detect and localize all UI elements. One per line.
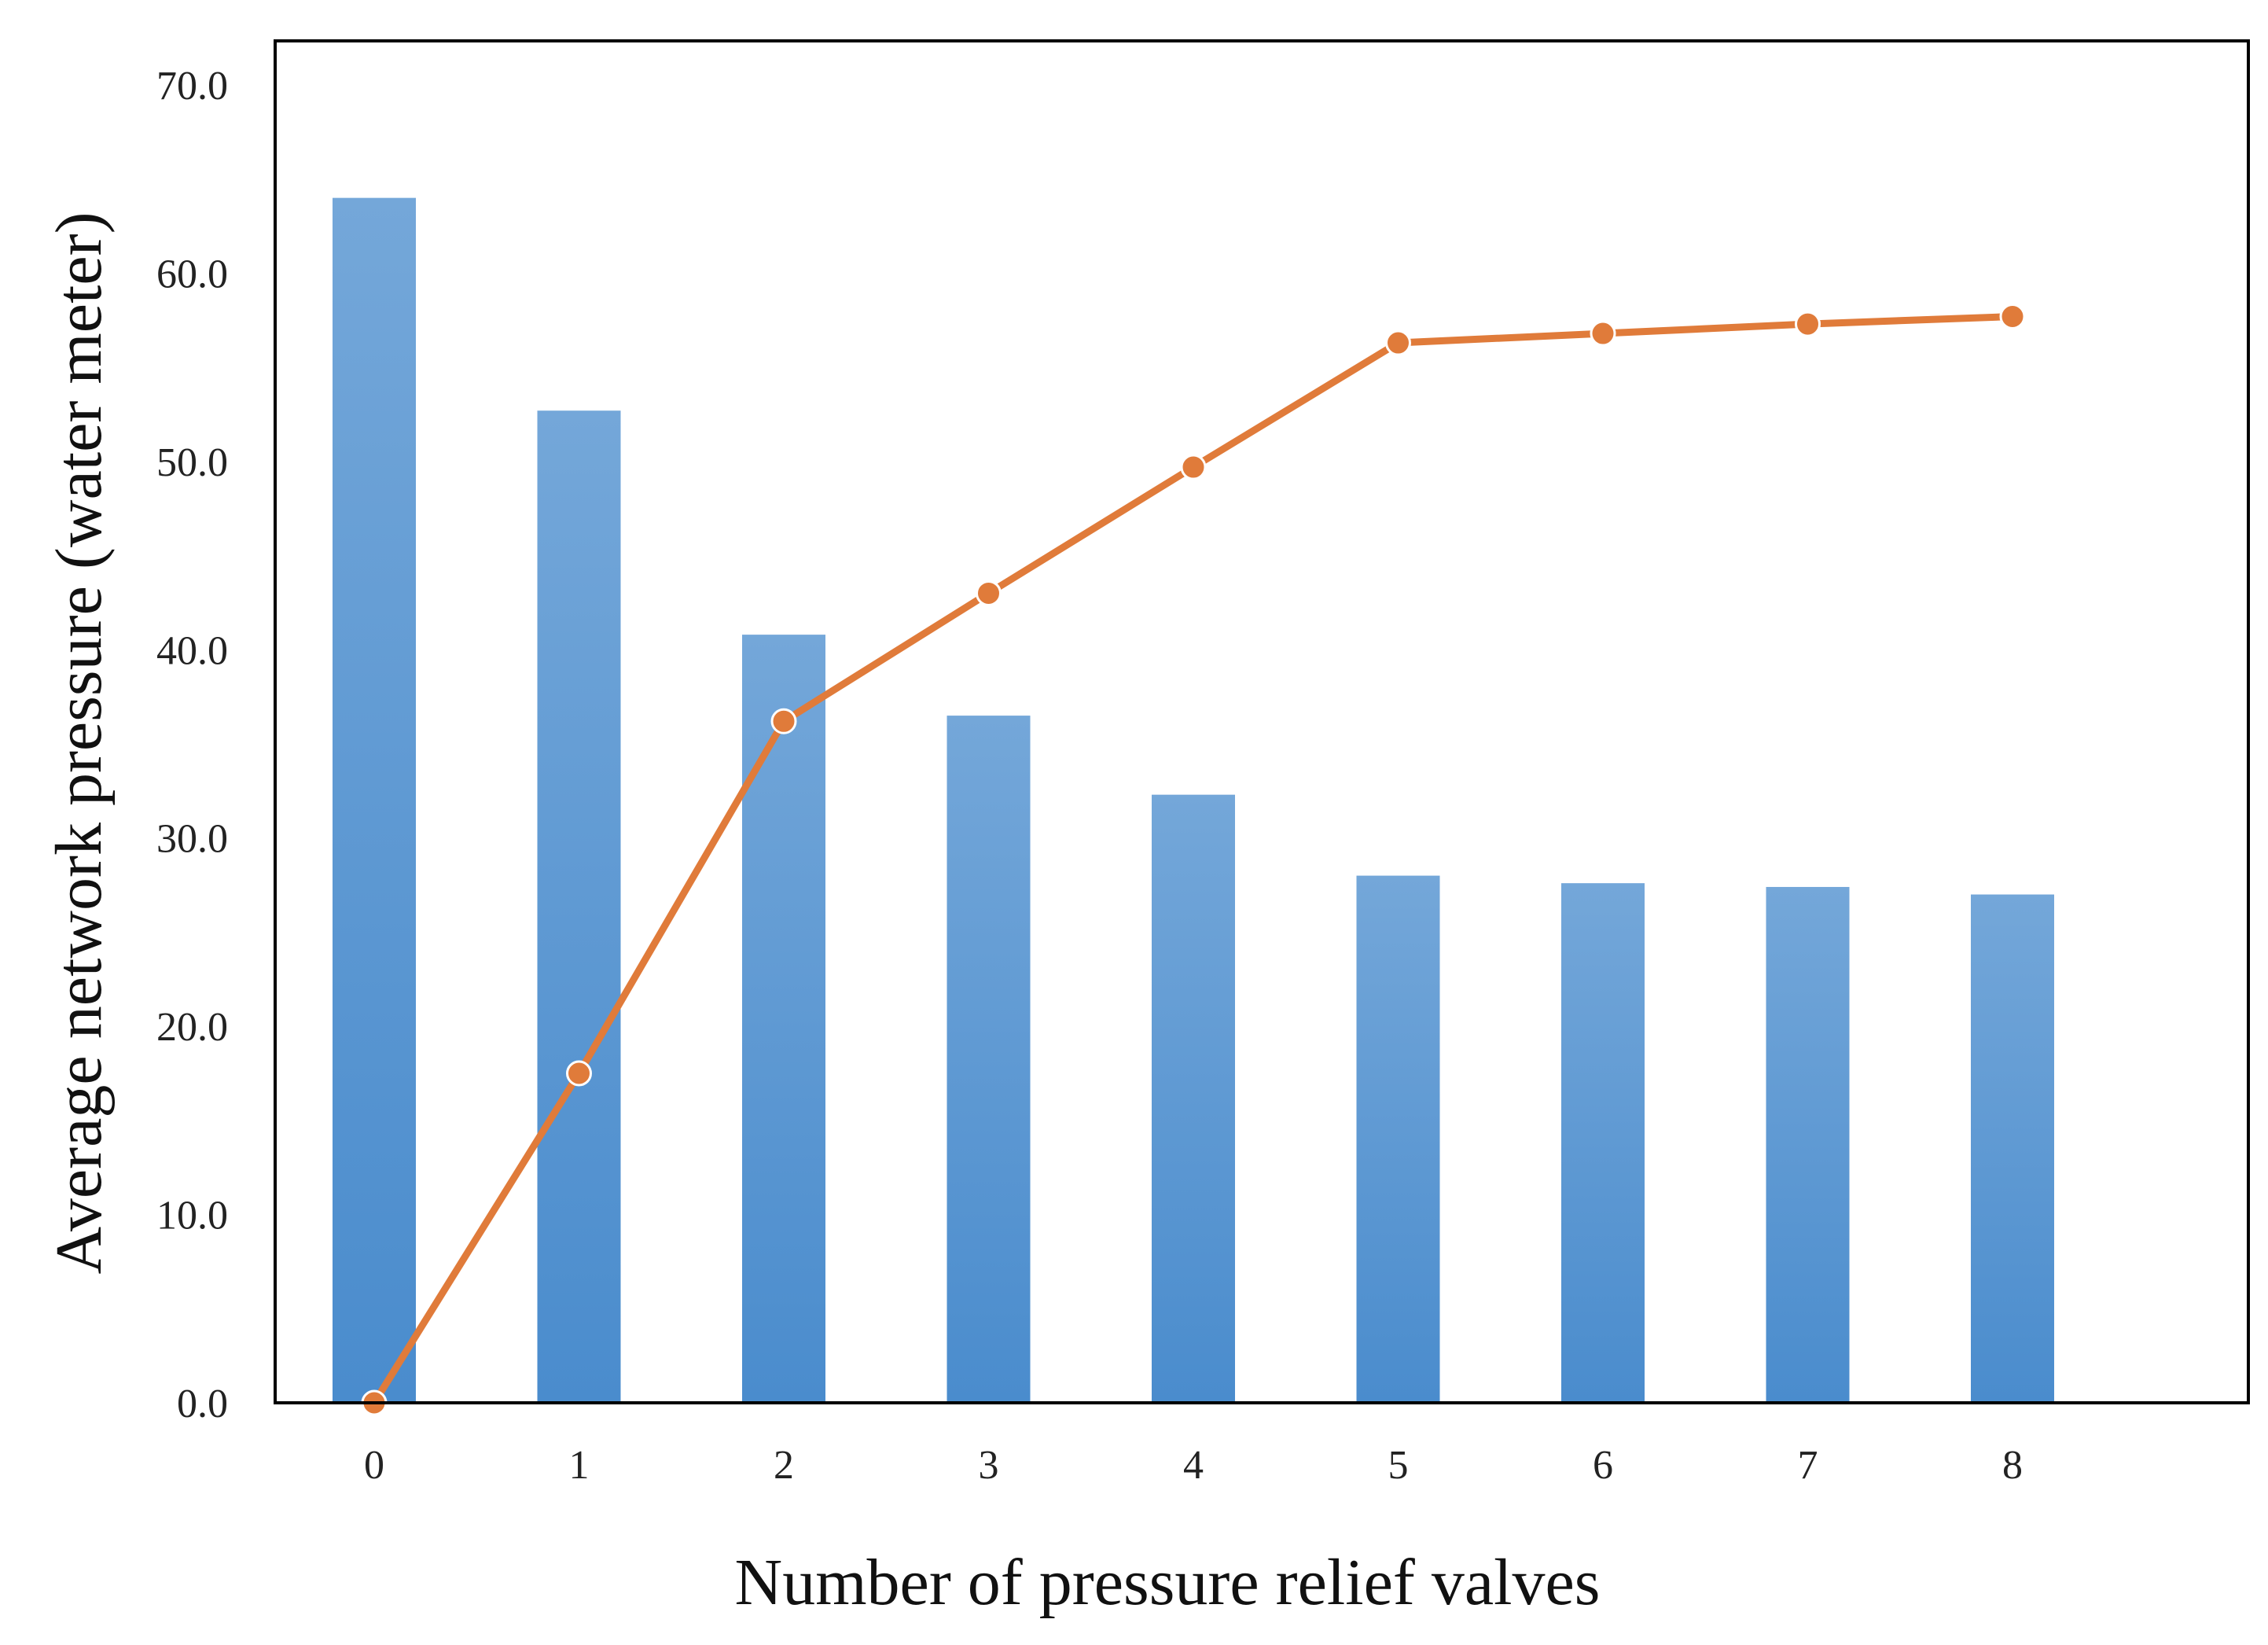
line-point-5 bbox=[1385, 329, 1411, 356]
line-layer bbox=[361, 303, 2026, 1416]
x-tick-label: 4 bbox=[1183, 1443, 1204, 1488]
line-point-7 bbox=[1795, 311, 1821, 337]
x-tick-label: 8 bbox=[2002, 1443, 2023, 1488]
line-point-1 bbox=[566, 1060, 592, 1087]
line-point-3 bbox=[976, 580, 1002, 606]
x-tick-labels: 0 1 2 3 4 5 6 7 8 bbox=[364, 1443, 2023, 1488]
y-tick-labels: 0.0 10.0 20.0 30.0 40.0 50.0 60.0 70.0 bbox=[156, 64, 228, 1426]
bar-1 bbox=[537, 410, 621, 1403]
line-point-8 bbox=[1999, 303, 2026, 329]
y-tick-label: 40.0 bbox=[156, 628, 228, 673]
plot-frame bbox=[274, 39, 2250, 1404]
y-axis-title: Average network pressure (water meter) bbox=[42, 212, 116, 1274]
y-tick-label: 10.0 bbox=[156, 1194, 228, 1238]
x-tick-label: 0 bbox=[364, 1443, 384, 1488]
line-point-4 bbox=[1180, 454, 1207, 480]
x-tick-label: 7 bbox=[1798, 1443, 1818, 1488]
x-tick-label: 3 bbox=[979, 1443, 999, 1488]
line-point-2 bbox=[770, 708, 797, 734]
y-tick-label: 70.0 bbox=[156, 64, 228, 109]
y-tick-label: 60.0 bbox=[156, 252, 228, 296]
bar-2 bbox=[742, 635, 825, 1403]
y-tick-label: 30.0 bbox=[156, 817, 228, 862]
line-point-6 bbox=[1590, 320, 1616, 347]
x-tick-label: 6 bbox=[1593, 1443, 1613, 1488]
y-tick-label: 50.0 bbox=[156, 440, 228, 485]
bar-8 bbox=[1971, 894, 2054, 1403]
y-tick-label: 0.0 bbox=[177, 1382, 228, 1426]
bar-6 bbox=[1561, 883, 1645, 1403]
bar-0 bbox=[333, 197, 416, 1404]
x-axis-title: Number of pressure relief valves bbox=[735, 1546, 1601, 1619]
bar-4 bbox=[1152, 794, 1235, 1403]
x-tick-label: 1 bbox=[569, 1443, 590, 1488]
bar-5 bbox=[1356, 875, 1440, 1403]
bar-3 bbox=[947, 716, 1031, 1403]
x-tick-label: 2 bbox=[774, 1443, 794, 1488]
x-tick-label: 5 bbox=[1388, 1443, 1409, 1488]
y-tick-label: 20.0 bbox=[156, 1005, 228, 1050]
bars-layer bbox=[333, 197, 2054, 1404]
bar-7 bbox=[1766, 886, 1850, 1403]
